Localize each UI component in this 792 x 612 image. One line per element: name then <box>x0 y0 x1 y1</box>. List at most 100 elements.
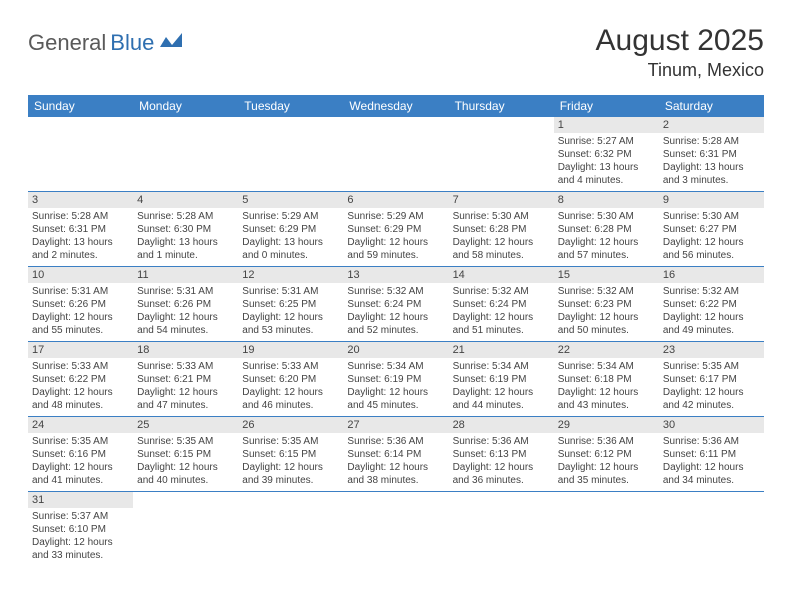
day-data: Sunrise: 5:31 AMSunset: 6:26 PMDaylight:… <box>133 283 238 341</box>
sunrise-line: Sunrise: 5:32 AM <box>558 285 655 298</box>
weekday-header: Thursday <box>449 95 554 117</box>
weekday-header-row: Sunday Monday Tuesday Wednesday Thursday… <box>28 95 764 117</box>
calendar-cell: 14Sunrise: 5:32 AMSunset: 6:24 PMDayligh… <box>449 267 554 342</box>
day-data: Sunrise: 5:34 AMSunset: 6:19 PMDaylight:… <box>343 358 448 416</box>
day-data: Sunrise: 5:30 AMSunset: 6:28 PMDaylight:… <box>554 208 659 266</box>
sunrise-line: Sunrise: 5:36 AM <box>558 435 655 448</box>
daylight-line-2: and 41 minutes. <box>32 474 129 487</box>
calendar-cell: 31Sunrise: 5:37 AMSunset: 6:10 PMDayligh… <box>28 492 133 567</box>
calendar-cell <box>343 117 448 192</box>
sunrise-line: Sunrise: 5:35 AM <box>32 435 129 448</box>
sunrise-line: Sunrise: 5:34 AM <box>558 360 655 373</box>
daylight-line-2: and 39 minutes. <box>242 474 339 487</box>
calendar-cell: 5Sunrise: 5:29 AMSunset: 6:29 PMDaylight… <box>238 192 343 267</box>
calendar-cell: 19Sunrise: 5:33 AMSunset: 6:20 PMDayligh… <box>238 342 343 417</box>
calendar-cell <box>343 492 448 567</box>
day-number: 17 <box>28 342 133 358</box>
calendar-cell: 10Sunrise: 5:31 AMSunset: 6:26 PMDayligh… <box>28 267 133 342</box>
daylight-line-1: Daylight: 12 hours <box>347 236 444 249</box>
weekday-header: Saturday <box>659 95 764 117</box>
sunset-line: Sunset: 6:28 PM <box>453 223 550 236</box>
day-number: 1 <box>554 117 659 133</box>
calendar-cell: 7Sunrise: 5:30 AMSunset: 6:28 PMDaylight… <box>449 192 554 267</box>
sunset-line: Sunset: 6:16 PM <box>32 448 129 461</box>
daylight-line-1: Daylight: 13 hours <box>242 236 339 249</box>
day-data: Sunrise: 5:30 AMSunset: 6:28 PMDaylight:… <box>449 208 554 266</box>
weekday-header: Tuesday <box>238 95 343 117</box>
daylight-line-1: Daylight: 13 hours <box>558 161 655 174</box>
day-data: Sunrise: 5:32 AMSunset: 6:22 PMDaylight:… <box>659 283 764 341</box>
sunset-line: Sunset: 6:15 PM <box>137 448 234 461</box>
weekday-header: Sunday <box>28 95 133 117</box>
day-number: 4 <box>133 192 238 208</box>
daylight-line-1: Daylight: 12 hours <box>663 236 760 249</box>
sunset-line: Sunset: 6:29 PM <box>347 223 444 236</box>
calendar-cell: 18Sunrise: 5:33 AMSunset: 6:21 PMDayligh… <box>133 342 238 417</box>
day-number: 23 <box>659 342 764 358</box>
title-block: August 2025 Tinum, Mexico <box>596 24 764 81</box>
calendar-cell: 15Sunrise: 5:32 AMSunset: 6:23 PMDayligh… <box>554 267 659 342</box>
day-number: 7 <box>449 192 554 208</box>
flag-icon <box>160 33 182 54</box>
daylight-line-1: Daylight: 12 hours <box>558 236 655 249</box>
day-number: 26 <box>238 417 343 433</box>
day-data: Sunrise: 5:28 AMSunset: 6:31 PMDaylight:… <box>28 208 133 266</box>
daylight-line-2: and 58 minutes. <box>453 249 550 262</box>
day-data: Sunrise: 5:29 AMSunset: 6:29 PMDaylight:… <box>343 208 448 266</box>
logo: GeneralBlue <box>28 24 182 56</box>
daylight-line-1: Daylight: 12 hours <box>453 311 550 324</box>
sunset-line: Sunset: 6:14 PM <box>347 448 444 461</box>
sunset-line: Sunset: 6:22 PM <box>663 298 760 311</box>
daylight-line-2: and 50 minutes. <box>558 324 655 337</box>
daylight-line-2: and 42 minutes. <box>663 399 760 412</box>
daylight-line-1: Daylight: 12 hours <box>453 236 550 249</box>
daylight-line-1: Daylight: 12 hours <box>347 311 444 324</box>
sunrise-line: Sunrise: 5:32 AM <box>347 285 444 298</box>
day-number: 9 <box>659 192 764 208</box>
day-number: 14 <box>449 267 554 283</box>
logo-text-general: General <box>28 30 106 56</box>
sunset-line: Sunset: 6:32 PM <box>558 148 655 161</box>
sunrise-line: Sunrise: 5:29 AM <box>242 210 339 223</box>
sunset-line: Sunset: 6:30 PM <box>137 223 234 236</box>
daylight-line-2: and 36 minutes. <box>453 474 550 487</box>
calendar-table: Sunday Monday Tuesday Wednesday Thursday… <box>28 95 764 566</box>
day-data: Sunrise: 5:33 AMSunset: 6:22 PMDaylight:… <box>28 358 133 416</box>
day-number: 25 <box>133 417 238 433</box>
calendar-cell: 23Sunrise: 5:35 AMSunset: 6:17 PMDayligh… <box>659 342 764 417</box>
day-number: 15 <box>554 267 659 283</box>
day-data: Sunrise: 5:32 AMSunset: 6:23 PMDaylight:… <box>554 283 659 341</box>
calendar-cell: 21Sunrise: 5:34 AMSunset: 6:19 PMDayligh… <box>449 342 554 417</box>
day-data: Sunrise: 5:32 AMSunset: 6:24 PMDaylight:… <box>343 283 448 341</box>
day-data: Sunrise: 5:36 AMSunset: 6:14 PMDaylight:… <box>343 433 448 491</box>
location-label: Tinum, Mexico <box>596 60 764 81</box>
sunset-line: Sunset: 6:31 PM <box>663 148 760 161</box>
sunset-line: Sunset: 6:11 PM <box>663 448 760 461</box>
daylight-line-1: Daylight: 12 hours <box>137 386 234 399</box>
sunset-line: Sunset: 6:22 PM <box>32 373 129 386</box>
calendar-cell: 9Sunrise: 5:30 AMSunset: 6:27 PMDaylight… <box>659 192 764 267</box>
calendar-cell: 13Sunrise: 5:32 AMSunset: 6:24 PMDayligh… <box>343 267 448 342</box>
sunrise-line: Sunrise: 5:28 AM <box>137 210 234 223</box>
sunset-line: Sunset: 6:24 PM <box>347 298 444 311</box>
day-number: 22 <box>554 342 659 358</box>
daylight-line-2: and 46 minutes. <box>242 399 339 412</box>
calendar-cell: 22Sunrise: 5:34 AMSunset: 6:18 PMDayligh… <box>554 342 659 417</box>
day-number: 12 <box>238 267 343 283</box>
day-data: Sunrise: 5:36 AMSunset: 6:12 PMDaylight:… <box>554 433 659 491</box>
calendar-page: GeneralBlue August 2025 Tinum, Mexico Su… <box>0 0 792 590</box>
sunrise-line: Sunrise: 5:34 AM <box>453 360 550 373</box>
sunset-line: Sunset: 6:15 PM <box>242 448 339 461</box>
daylight-line-2: and 1 minute. <box>137 249 234 262</box>
daylight-line-1: Daylight: 12 hours <box>32 461 129 474</box>
day-number: 28 <box>449 417 554 433</box>
day-data: Sunrise: 5:33 AMSunset: 6:21 PMDaylight:… <box>133 358 238 416</box>
daylight-line-2: and 47 minutes. <box>137 399 234 412</box>
daylight-line-2: and 56 minutes. <box>663 249 760 262</box>
calendar-cell: 29Sunrise: 5:36 AMSunset: 6:12 PMDayligh… <box>554 417 659 492</box>
daylight-line-2: and 0 minutes. <box>242 249 339 262</box>
daylight-line-2: and 57 minutes. <box>558 249 655 262</box>
daylight-line-2: and 59 minutes. <box>347 249 444 262</box>
day-data: Sunrise: 5:27 AMSunset: 6:32 PMDaylight:… <box>554 133 659 191</box>
day-data: Sunrise: 5:36 AMSunset: 6:13 PMDaylight:… <box>449 433 554 491</box>
